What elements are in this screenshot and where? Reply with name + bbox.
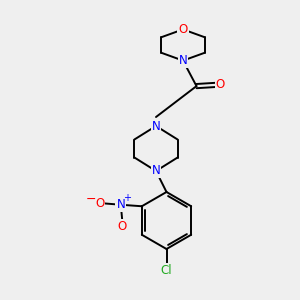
Text: O: O: [178, 23, 188, 36]
Text: N: N: [116, 198, 125, 211]
Text: N: N: [152, 119, 160, 133]
Text: N: N: [152, 164, 160, 178]
Text: O: O: [95, 197, 104, 210]
Text: N: N: [178, 54, 188, 67]
Text: O: O: [118, 220, 127, 233]
Text: Cl: Cl: [161, 264, 172, 278]
Text: +: +: [123, 193, 131, 203]
Text: −: −: [85, 193, 96, 206]
Text: O: O: [216, 78, 225, 91]
